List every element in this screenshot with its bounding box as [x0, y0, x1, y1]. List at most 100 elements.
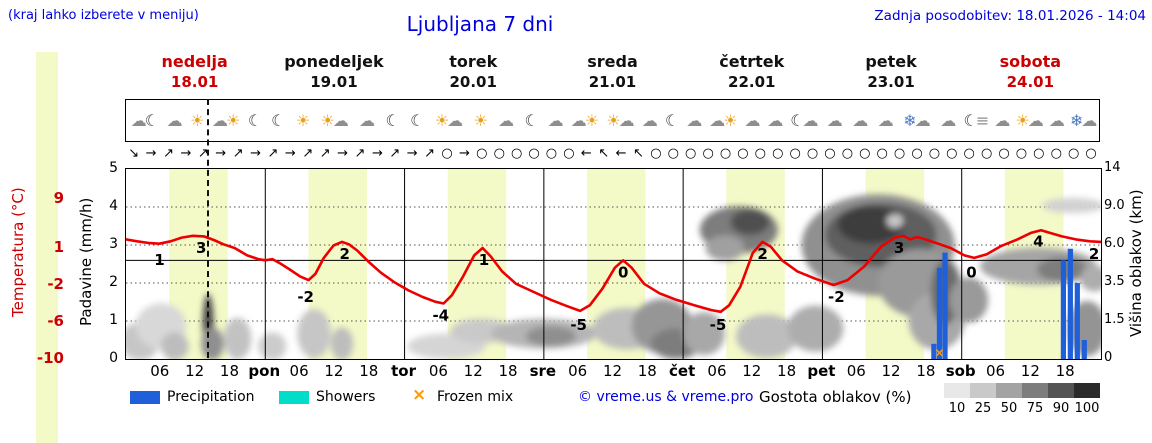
- weather-icon-glyph: ☾: [410, 111, 424, 130]
- temperature-value-label: -4: [432, 307, 449, 325]
- calm-wind-icon: ○: [493, 146, 505, 161]
- wind-barb-icon: →: [337, 146, 349, 161]
- calm-wind-icon: ○: [824, 146, 836, 161]
- hour-tick-label: 18: [498, 362, 518, 380]
- day-name: torek: [449, 52, 498, 71]
- cloud-density-scale-cell: [944, 383, 970, 398]
- cloud-blob: [730, 209, 770, 235]
- weather-icon-glyph: ☁: [686, 111, 702, 130]
- wind-barb-icon: ↗: [163, 146, 174, 161]
- calm-wind-icon: ○: [528, 146, 540, 161]
- day-date: 19.01: [310, 73, 358, 91]
- cloud-blob: [201, 327, 224, 359]
- weather-icon: ☾: [524, 111, 538, 130]
- hour-tick-label: 06: [428, 362, 448, 380]
- calm-wind-icon: ○: [441, 146, 453, 161]
- hour-tick-label: 12: [324, 362, 344, 380]
- left-axis-strip: [36, 52, 58, 443]
- weather-icon: ☁: [940, 111, 956, 130]
- precip-tick: 0: [109, 350, 118, 366]
- hour-tick-label: 06: [568, 362, 588, 380]
- day-date: 21.01: [588, 73, 637, 91]
- weather-icon-glyph: ☁: [166, 111, 183, 130]
- day-header: ponedeljek 19.01: [264, 52, 403, 92]
- cloud-blob: [886, 213, 904, 228]
- hour-tick-label: 06: [846, 362, 866, 380]
- cloud-blob: [837, 205, 905, 244]
- page-title: Ljubljana 7 dni: [406, 12, 554, 36]
- weather-icon: ☾: [385, 111, 399, 130]
- day-icons: ☾ ☀☁ ☀ ☁ ☾: [404, 100, 543, 141]
- wind-barb-icon: →: [145, 146, 157, 161]
- frozen-mix-icon: ×: [412, 385, 427, 405]
- weather-icon: ☁☾: [131, 111, 159, 130]
- wind-barb-band: ↘ → ↗ → ↗ → ↗ → ↗ → ↗ ↗ → ↗ → ↗ → ↗ ○ → ○ ○ ○ ○ ○ ○ ← ↖ ← ↖ ○ ○ ○ ○ ○ ○ ○ ○ ○ ○…: [125, 143, 1100, 166]
- weather-icon-glyph: ☁: [447, 111, 463, 130]
- day-date: 18.01: [170, 73, 219, 91]
- temperature-value-label: -2: [297, 288, 314, 306]
- day-date: 22.01: [728, 73, 776, 91]
- day-icons: ☁ ☁☀ ☀☁ ☁ ☾: [543, 100, 682, 141]
- weather-icon-glyph: ☀: [190, 111, 204, 130]
- cloud-density-scale-value: 90: [1052, 401, 1070, 416]
- weather-icon: ☁: [744, 111, 760, 130]
- weather-icon: ☾☁: [790, 111, 818, 130]
- temperature-value-label: -2: [828, 288, 845, 306]
- day-name: ponedeljek: [284, 52, 384, 71]
- wind-barb-icon: ↗: [302, 146, 314, 161]
- weather-icon-glyph: ☾: [385, 111, 399, 130]
- weather-icon-glyph: ☀: [606, 111, 620, 130]
- cloud-density-scale-value: 75: [1026, 401, 1044, 416]
- day-name: četrtek: [719, 52, 785, 71]
- weather-icon: ☾≡: [964, 111, 990, 130]
- precip-tick: 1: [109, 312, 118, 328]
- precipitation-bar: [1081, 340, 1087, 359]
- calm-wind-icon: ○: [772, 146, 784, 161]
- calm-wind-icon: ○: [1015, 146, 1028, 161]
- hour-tick-label: 18: [359, 362, 379, 380]
- cloud-density-scale-values: 10 25 50 75 90 100: [944, 401, 1100, 416]
- meteogram-plot: × 1 3 -2 2 -4 1 -5 0 -5 2 -2 3 0 4 2: [125, 168, 1102, 360]
- cloud-height-axis-label: Višina oblakov (km): [1127, 189, 1145, 337]
- calm-wind-icon: ○: [476, 146, 488, 161]
- weather-icon-glyph: ☁: [211, 111, 228, 130]
- wind-barb-icon: ←: [615, 146, 627, 161]
- temperature-tick: 9: [53, 189, 64, 207]
- copyright-link[interactable]: © vreme.us & vreme.pro: [578, 389, 754, 405]
- temperature-value-label: 3: [894, 239, 904, 257]
- day-header: sobota 24.01: [961, 52, 1100, 92]
- calm-wind-icon: ○: [737, 146, 749, 161]
- hour-tick-label: 12: [602, 362, 623, 380]
- temperature-value-label: 2: [757, 245, 767, 263]
- cloud-density-scale-value: 25: [974, 401, 992, 416]
- wind-barb-icon: ↗: [267, 146, 279, 161]
- weather-icon-glyph: ☾: [665, 111, 679, 130]
- calm-wind-icon: ○: [563, 146, 575, 161]
- hour-tick-label: 18: [1055, 362, 1075, 380]
- weather-icon-glyph: ☾: [790, 111, 804, 130]
- temperature-value-label: 1: [479, 251, 489, 269]
- cloud-blob: [297, 308, 331, 359]
- day-name: sobota: [999, 52, 1062, 71]
- wind-barb-icon: ←: [580, 146, 592, 161]
- calm-wind-icon: ○: [719, 146, 732, 161]
- temperature-tick: -6: [47, 312, 64, 330]
- day-abbr-label: tor: [391, 362, 416, 380]
- precipitation-bar: [942, 252, 948, 359]
- weather-icon-glyph: ☀: [434, 111, 449, 130]
- calm-wind-icon: ○: [1033, 146, 1045, 161]
- weather-icon-glyph: ☀: [320, 111, 334, 130]
- hour-tick-label: 06: [289, 362, 309, 380]
- day-abbr-label: sre: [529, 362, 557, 380]
- temperature-value-label: -5: [710, 316, 727, 334]
- precipitation-bar: [1067, 248, 1073, 359]
- weather-icon: ☁: [767, 111, 783, 130]
- hour-tick-label: 06: [985, 362, 1006, 380]
- wind-barb-icon: →: [284, 146, 296, 161]
- weather-icon: ❄☁: [1070, 111, 1097, 130]
- weather-icon: ☀: [473, 111, 487, 130]
- weather-icon: ☁☀: [709, 111, 737, 130]
- day-abbr-label: čet: [669, 362, 696, 380]
- weather-icon-glyph: ☁: [994, 111, 1010, 130]
- day-header: torek 20.01: [404, 52, 543, 92]
